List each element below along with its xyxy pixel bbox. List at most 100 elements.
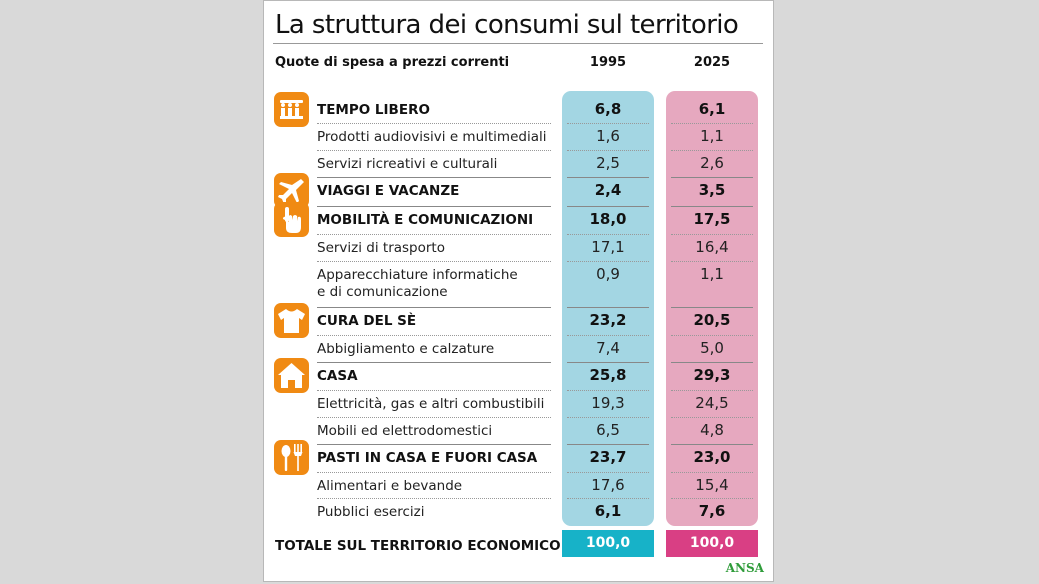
value-1995: 2,4 <box>594 181 622 199</box>
row-label: PASTI IN CASA E FUORI CASA <box>317 450 537 467</box>
row-divider <box>317 417 551 418</box>
row-divider <box>317 472 551 473</box>
row-divider <box>317 390 551 391</box>
value-2025: 20,5 <box>693 311 731 329</box>
row-divider <box>317 498 551 499</box>
row-divider <box>317 234 551 235</box>
row-divider <box>671 335 753 336</box>
infographic-panel: La struttura dei consumi sul territorio … <box>263 0 774 582</box>
row-divider <box>671 390 753 391</box>
row-label: Alimentari e bevande <box>317 478 462 495</box>
row-divider <box>567 307 649 308</box>
value-1995: 25,8 <box>589 366 627 384</box>
value-1995: 17,1 <box>591 238 625 256</box>
row-divider <box>567 472 649 473</box>
value-2025: 1,1 <box>700 265 724 283</box>
row-label-line: TEMPO LIBERO <box>317 102 430 118</box>
row-label: Apparecchiature informatiche e di comunic… <box>317 267 518 301</box>
row-divider <box>567 150 649 151</box>
row-divider <box>671 150 753 151</box>
row-divider <box>567 123 649 124</box>
value-1995: 6,1 <box>594 502 622 520</box>
value-2025: 29,3 <box>693 366 731 384</box>
brand-logo: ANSA <box>725 561 764 575</box>
value-1995: 17,6 <box>591 476 625 494</box>
column-header-2025: 2025 <box>693 55 731 70</box>
house-icon <box>274 358 309 393</box>
value-2025: 1,1 <box>700 127 724 145</box>
row-divider <box>317 261 551 262</box>
row-label: Servizi ricreativi e culturali <box>317 156 497 173</box>
column-header-1995: 1995 <box>589 55 627 70</box>
row-divider <box>567 498 649 499</box>
row-label: Prodotti audiovisivi e multimediali <box>317 129 547 146</box>
column-2025-background <box>666 91 758 526</box>
chart-title: La struttura dei consumi sul territorio <box>275 10 739 40</box>
value-1995: 6,8 <box>594 100 622 118</box>
value-1995: 6,5 <box>596 421 620 439</box>
value-2025: 17,5 <box>693 210 731 228</box>
row-divider <box>317 335 551 336</box>
row-divider <box>567 362 649 363</box>
row-divider <box>317 444 551 445</box>
value-2025: 2,6 <box>700 154 724 172</box>
row-label: Servizi di trasporto <box>317 240 445 257</box>
value-2025: 24,5 <box>695 394 729 412</box>
row-divider <box>317 307 551 308</box>
value-1995: 2,5 <box>596 154 620 172</box>
value-1995: 23,2 <box>589 311 627 329</box>
value-1995: 19,3 <box>591 394 625 412</box>
row-label-line: PASTI IN CASA E FUORI CASA <box>317 450 538 466</box>
row-divider <box>567 444 649 445</box>
row-divider <box>671 123 753 124</box>
fork-spoon-icon <box>274 440 309 475</box>
value-1995: 18,0 <box>589 210 627 228</box>
title-divider <box>273 43 763 44</box>
value-2025: 15,4 <box>695 476 729 494</box>
row-label: MOBILITÀ E COMUNICAZIONI <box>317 212 533 229</box>
value-1995: 23,7 <box>589 448 627 466</box>
row-label: Elettricità, gas e altri combustibili <box>317 396 544 413</box>
row-label-line: e di comunicazione <box>317 284 448 300</box>
row-divider <box>317 177 551 178</box>
column-1995-background <box>562 91 654 526</box>
row-divider <box>317 362 551 363</box>
row-label: Pubblici esercizi <box>317 504 424 521</box>
row-label-line: CASA <box>317 368 358 384</box>
value-2025: 6,1 <box>698 100 726 118</box>
row-divider <box>567 390 649 391</box>
row-divider <box>317 206 551 207</box>
value-2025: 23,0 <box>693 448 731 466</box>
row-divider <box>671 498 753 499</box>
row-divider <box>671 472 753 473</box>
row-divider <box>567 335 649 336</box>
row-label-line: Prodotti audiovisivi e multimediali <box>317 129 547 145</box>
chart-subtitle: Quote di spesa a prezzi correnti <box>275 55 510 70</box>
row-label-line: Apparecchiature informatiche <box>317 267 518 283</box>
leisure-icon <box>274 92 309 127</box>
row-label: CASA <box>317 368 358 385</box>
row-label: Mobili ed elettrodomestici <box>317 423 492 440</box>
tshirt-icon <box>274 303 309 338</box>
row-divider <box>671 206 753 207</box>
value-1995: 1,6 <box>596 127 620 145</box>
row-divider <box>671 417 753 418</box>
row-label: CURA DEL SÈ <box>317 313 416 330</box>
total-value-1995: 100,0 <box>562 530 654 557</box>
row-label: VIAGGI E VACANZE <box>317 183 459 200</box>
row-divider <box>567 417 649 418</box>
row-label-line: Mobili ed elettrodomestici <box>317 423 493 439</box>
row-label-line: Abbigliamento e calzature <box>317 341 495 357</box>
row-label: Abbigliamento e calzature <box>317 341 494 358</box>
value-2025: 4,8 <box>700 421 724 439</box>
hand-pointer-icon <box>274 202 309 237</box>
row-divider <box>671 261 753 262</box>
row-label-line: Pubblici esercizi <box>317 504 425 520</box>
row-label-line: VIAGGI E VACANZE <box>317 183 460 199</box>
row-divider <box>671 177 753 178</box>
row-label-line: Servizi di trasporto <box>317 240 445 256</box>
row-label-line: CURA DEL SÈ <box>317 313 417 329</box>
total-label: TOTALE SUL TERRITORIO ECONOMICO <box>275 538 561 554</box>
value-1995: 7,4 <box>596 339 620 357</box>
value-2025: 3,5 <box>698 181 726 199</box>
